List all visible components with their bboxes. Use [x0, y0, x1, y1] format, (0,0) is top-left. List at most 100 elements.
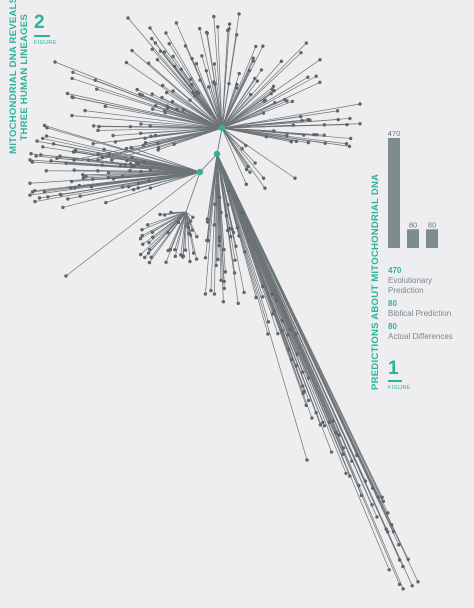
- branch-line: [105, 106, 223, 129]
- leaf-node: [138, 236, 143, 241]
- branch-line: [105, 171, 201, 203]
- branch-line: [221, 42, 307, 129]
- branch-line: [174, 211, 187, 257]
- branch-line: [145, 127, 223, 144]
- leaf-node: [329, 450, 334, 454]
- leaf-node: [37, 196, 42, 200]
- leaf-node: [81, 173, 85, 177]
- leaf-node: [129, 145, 134, 150]
- leaf-node: [226, 189, 231, 193]
- leaf-node: [322, 424, 327, 428]
- leaf-node: [190, 56, 194, 61]
- leaf-node: [293, 176, 297, 180]
- figure2-title-line2: Three Human Lineages: [19, 14, 30, 141]
- branch-line: [131, 147, 201, 173]
- leaf-node: [173, 248, 177, 252]
- leaf-node: [363, 479, 368, 483]
- leaf-node: [270, 292, 274, 296]
- leaf-node: [261, 295, 265, 299]
- leaf-node: [227, 22, 232, 26]
- leaf-node: [160, 95, 164, 100]
- leaf-node: [84, 174, 88, 178]
- leaf-node: [186, 221, 190, 226]
- leaf-node: [315, 133, 319, 137]
- leaf-node: [197, 26, 202, 31]
- leaf-node: [29, 152, 33, 156]
- leaf-node: [222, 279, 226, 284]
- legend-label-evolutionary-2: Prediction: [388, 286, 424, 295]
- leaf-node: [323, 141, 327, 145]
- branch-line: [216, 153, 239, 304]
- branch-line: [140, 123, 223, 129]
- branch-line: [221, 127, 326, 144]
- bar-1: [407, 229, 419, 248]
- leaf-node: [401, 587, 405, 591]
- leaf-node: [127, 185, 131, 189]
- branch-line: [221, 127, 274, 132]
- branch-line: [221, 13, 240, 129]
- leaf-node: [226, 203, 230, 207]
- leaf-node: [273, 101, 277, 105]
- branch-line: [148, 62, 223, 129]
- leaf-node: [66, 197, 70, 201]
- leaf-node: [276, 331, 280, 336]
- leaf-node: [255, 79, 260, 83]
- leaf-node: [58, 192, 63, 197]
- leaf-node: [143, 255, 147, 260]
- leaf-node: [222, 247, 226, 252]
- leaf-node: [163, 111, 167, 115]
- leaf-node: [266, 320, 271, 324]
- leaf-node: [219, 210, 223, 215]
- branch-line: [216, 153, 257, 298]
- leaf-node: [78, 194, 82, 198]
- leaf-node: [130, 48, 134, 53]
- leaf-node: [83, 108, 87, 113]
- branch-line: [221, 127, 243, 149]
- leaf-node: [143, 136, 147, 140]
- leaf-node: [72, 168, 76, 172]
- leaf-node: [203, 256, 208, 260]
- leaf-node: [348, 116, 352, 121]
- leaf-node: [244, 182, 248, 187]
- leaf-node: [151, 235, 155, 239]
- leaf-node: [128, 168, 132, 173]
- leaf-node: [42, 190, 47, 194]
- leaf-node: [153, 104, 158, 108]
- leaf-node: [285, 133, 289, 138]
- figure2-rule: [34, 35, 50, 37]
- leaf-node: [149, 255, 153, 259]
- branch-line: [71, 96, 223, 129]
- leaf-node: [45, 126, 49, 130]
- leaf-node: [69, 179, 74, 184]
- branch-line: [99, 126, 223, 129]
- branch-line: [152, 211, 187, 238]
- branch-line: [213, 16, 223, 129]
- leaf-node: [120, 174, 125, 178]
- leaf-node: [298, 114, 303, 119]
- leaf-node: [104, 200, 108, 205]
- leaf-node: [181, 108, 186, 112]
- branch-line: [221, 127, 266, 189]
- leaf-node: [291, 123, 296, 127]
- leaf-node: [370, 503, 374, 507]
- leaf-node: [226, 228, 230, 233]
- leaf-node: [150, 47, 154, 51]
- branch-line: [185, 171, 201, 213]
- leaf-node: [386, 511, 390, 515]
- leaf-node: [223, 270, 228, 274]
- branch-line: [221, 75, 317, 129]
- leaf-node: [156, 141, 160, 146]
- leaf-node: [188, 233, 193, 237]
- leaf-node: [244, 143, 248, 148]
- leaf-node: [73, 148, 78, 153]
- branch-line: [216, 127, 223, 155]
- leaf-node: [385, 530, 390, 534]
- branch-line: [147, 211, 187, 226]
- leaf-node: [28, 158, 32, 162]
- branch-line: [216, 153, 245, 293]
- branch-line: [201, 55, 223, 129]
- leaf-node: [148, 124, 152, 128]
- leaf-node: [391, 529, 396, 534]
- branch-line: [221, 52, 302, 129]
